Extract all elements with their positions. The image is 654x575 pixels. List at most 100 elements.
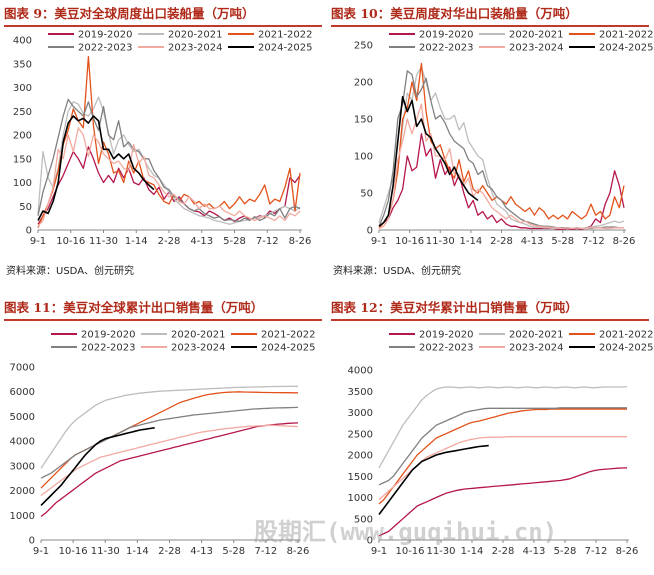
y-tick-label: 350 bbox=[13, 59, 32, 70]
legend-item-2019-2020: 2019-2020 bbox=[51, 330, 136, 341]
x-tick-label: 5-28 bbox=[551, 236, 574, 247]
x-tick-label: 9-1 bbox=[371, 236, 387, 247]
svg-text:2024-2025: 2024-2025 bbox=[261, 343, 316, 354]
series-line-2021-2022 bbox=[378, 62, 625, 229]
legend-item-2024-2025: 2024-2025 bbox=[228, 43, 313, 54]
svg-text:2019-2020: 2019-2020 bbox=[419, 30, 474, 41]
legend-item-2021-2022: 2021-2022 bbox=[569, 330, 654, 341]
y-tick-label: 0 bbox=[367, 226, 373, 237]
y-tick-label: 50 bbox=[360, 189, 373, 200]
y-tick-label: 400 bbox=[13, 36, 32, 47]
legend-item-2020-2021: 2020-2021 bbox=[479, 330, 564, 341]
x-tick-label: 5-28 bbox=[223, 236, 246, 247]
chart-panel-cumulative-china: 图表 12：美豆对华累计出口销售量（万吨） 0 500 1000 1500 2000 25… bbox=[327, 294, 654, 575]
y-tick-label: 1000 bbox=[348, 493, 373, 504]
series-line-2023-2024 bbox=[378, 103, 624, 230]
series-line-2023-2024 bbox=[40, 424, 299, 497]
legend-item-2022-2023: 2022-2023 bbox=[48, 43, 133, 54]
y-tick-label: 2500 bbox=[348, 429, 373, 440]
y-tick-label: 3500 bbox=[348, 387, 373, 398]
x-tick-label: 8-26 bbox=[287, 546, 310, 557]
svg-text:2022-2023: 2022-2023 bbox=[81, 343, 136, 354]
legend-item-2024-2025: 2024-2025 bbox=[231, 343, 316, 354]
legend-item-2023-2024: 2023-2024 bbox=[141, 343, 226, 354]
series-line-2021-2022 bbox=[378, 408, 627, 505]
chart-title: 图表 10：美豆周度对华出口装船量（万吨） bbox=[331, 3, 649, 27]
y-tick-label: 250 bbox=[354, 41, 373, 52]
y-tick-label: 100 bbox=[13, 178, 32, 189]
y-tick-label: 6000 bbox=[10, 387, 35, 398]
x-tick-label: 2-28 bbox=[492, 546, 515, 557]
legend-item-2019-2020: 2019-2020 bbox=[48, 30, 133, 41]
x-tick-label: 1-14 bbox=[461, 546, 484, 557]
x-tick-label: 8-26 bbox=[613, 236, 636, 247]
watermark: 股期汇(www.guqihui.cn) bbox=[254, 518, 558, 546]
x-tick-label: 4-13 bbox=[190, 546, 213, 557]
x-tick-label: 1-14 bbox=[460, 236, 483, 247]
series-line-2019-2020 bbox=[40, 422, 299, 518]
legend-item-2023-2024: 2023-2024 bbox=[479, 43, 564, 54]
svg-text:2019-2020: 2019-2020 bbox=[419, 330, 474, 341]
x-tick-label: 4-13 bbox=[523, 546, 546, 557]
y-tick-label: 150 bbox=[13, 154, 32, 165]
chart-panel-weekly-global: 图表 9：美豆对全球周度出口装船量（万吨） 0 50 100 150 200 250 300… bbox=[0, 0, 327, 281]
series-line-2024-2025 bbox=[378, 444, 489, 515]
x-tick-label: 1-14 bbox=[125, 236, 148, 247]
y-tick-label: 4000 bbox=[348, 366, 373, 377]
x-tick-label: 10-16 bbox=[395, 546, 424, 557]
svg-text:2020-2021: 2020-2021 bbox=[171, 330, 226, 341]
x-tick-label: 11-30 bbox=[426, 546, 455, 557]
chart-title: 图表 9：美豆对全球周度出口装船量（万吨） bbox=[4, 3, 322, 27]
svg-text:2024-2025: 2024-2025 bbox=[258, 43, 313, 54]
series-line-2019-2020 bbox=[37, 146, 301, 225]
y-tick-label: 0 bbox=[367, 536, 373, 547]
legend-item-2020-2021: 2020-2021 bbox=[479, 30, 564, 41]
x-tick-label: 9-1 bbox=[30, 236, 46, 247]
y-tick-label: 250 bbox=[13, 107, 32, 118]
chart-weekly-china: 0 50 100 150 200 250 9-1 10-16 11-30 1-14 2-28 4-13… bbox=[354, 30, 654, 248]
y-tick-label: 0 bbox=[26, 226, 32, 237]
x-tick-label: 8-26 bbox=[289, 236, 312, 247]
y-tick-label: 200 bbox=[13, 131, 32, 142]
legend-item-2021-2022: 2021-2022 bbox=[231, 330, 316, 341]
svg-text:2019-2020: 2019-2020 bbox=[81, 330, 136, 341]
y-tick-label: 3000 bbox=[348, 408, 373, 419]
x-tick-label: 2-28 bbox=[490, 236, 513, 247]
y-tick-label: 2000 bbox=[348, 451, 373, 462]
chart-title: 图表 12：美豆对华累计出口销售量（万吨） bbox=[331, 297, 649, 321]
x-tick-label: 2-28 bbox=[158, 236, 181, 247]
y-tick-label: 1000 bbox=[10, 511, 35, 522]
x-tick-label: 5-28 bbox=[554, 546, 577, 557]
x-tick-label: 7-12 bbox=[255, 546, 278, 557]
legend-item-2022-2023: 2022-2023 bbox=[389, 343, 474, 354]
svg-text:2020-2021: 2020-2021 bbox=[509, 330, 564, 341]
x-tick-label: 9-1 bbox=[371, 546, 387, 557]
chart-weekly-global: 0 50 100 150 200 250 300 350 400 9-1 10-16 11-30 1-1… bbox=[13, 30, 313, 248]
y-tick-label: 7000 bbox=[10, 363, 35, 374]
svg-text:2024-2025: 2024-2025 bbox=[599, 43, 654, 54]
y-tick-label: 0 bbox=[29, 536, 35, 547]
series-line-2024-2025 bbox=[40, 427, 155, 506]
chart-source: 资料来源：USDA、创元研究 bbox=[6, 266, 135, 277]
chart-cumulative-china: 0 500 1000 1500 2000 2500 3000 3500 4000 9-1 10-16… bbox=[348, 330, 654, 558]
svg-text:2020-2021: 2020-2021 bbox=[168, 30, 223, 41]
legend-item-2022-2023: 2022-2023 bbox=[51, 343, 136, 354]
series-line-2022-2023 bbox=[378, 407, 627, 486]
chart-cumulative-global: 0 1000 2000 3000 4000 5000 6000 7000 9-1 10-16 11-… bbox=[10, 330, 316, 558]
y-tick-label: 4000 bbox=[10, 437, 35, 448]
series-line-2021-2022 bbox=[37, 55, 301, 228]
y-tick-label: 100 bbox=[354, 152, 373, 163]
legend-item-2020-2021: 2020-2021 bbox=[141, 330, 226, 341]
svg-text:2023-2024: 2023-2024 bbox=[168, 43, 223, 54]
x-tick-label: 11-30 bbox=[426, 236, 455, 247]
x-tick-label: 1-14 bbox=[126, 546, 149, 557]
x-tick-label: 2-28 bbox=[158, 546, 181, 557]
y-tick-label: 150 bbox=[354, 115, 373, 126]
x-tick-label: 7-12 bbox=[582, 236, 605, 247]
y-tick-label: 50 bbox=[19, 202, 32, 213]
svg-text:2023-2024: 2023-2024 bbox=[509, 43, 564, 54]
legend-item-2024-2025: 2024-2025 bbox=[569, 343, 654, 354]
svg-text:2022-2023: 2022-2023 bbox=[78, 43, 133, 54]
svg-text:2022-2023: 2022-2023 bbox=[419, 343, 474, 354]
y-tick-label: 3000 bbox=[10, 461, 35, 472]
